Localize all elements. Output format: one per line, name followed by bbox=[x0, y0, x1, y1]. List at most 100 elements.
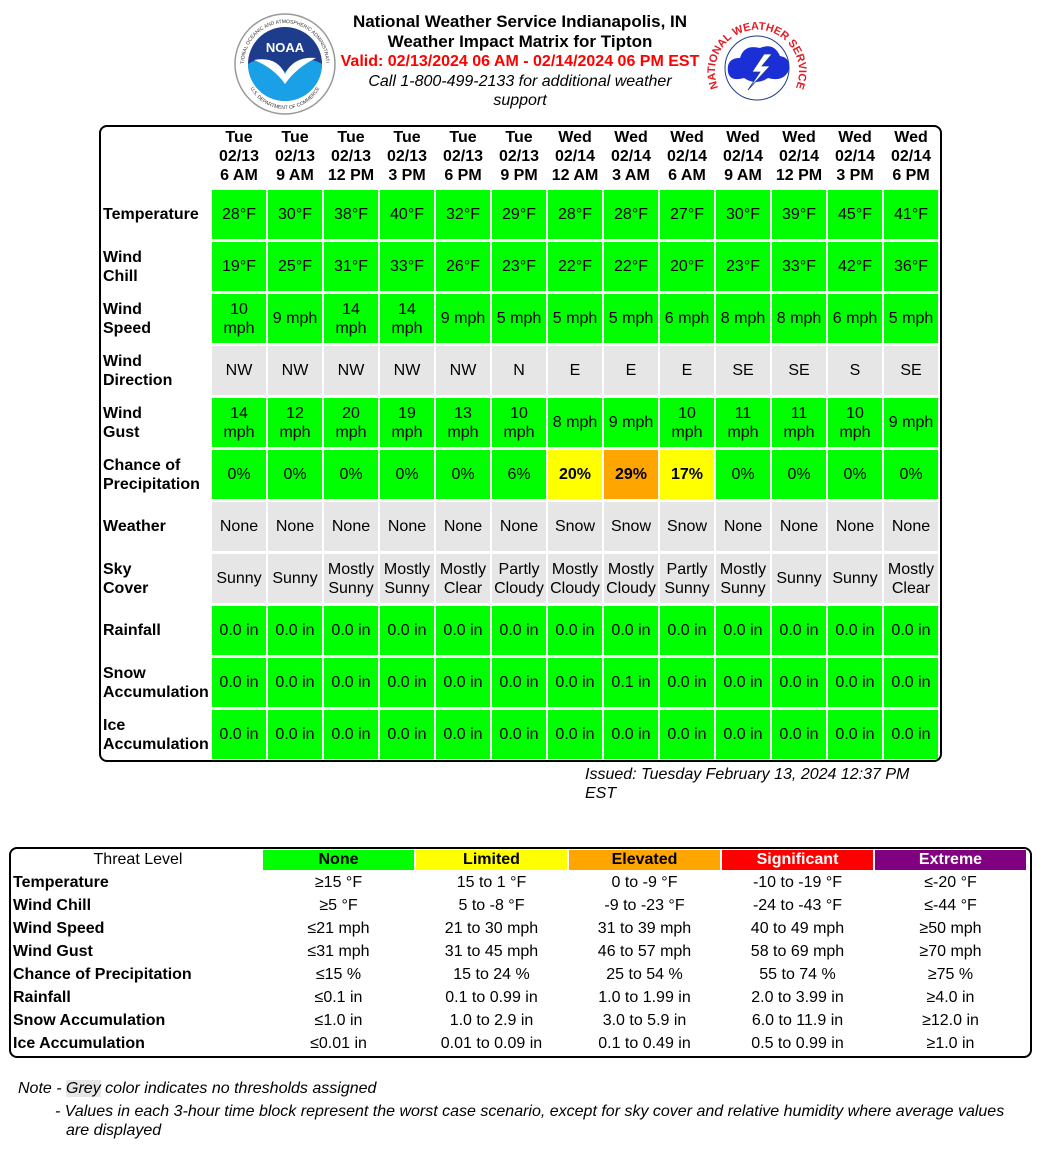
row-label-line: Snow bbox=[103, 664, 146, 682]
matrix-cell: 40°F bbox=[380, 190, 434, 239]
matrix-cell: 0% bbox=[884, 450, 938, 499]
legend-row-label: Chance of Precipitation bbox=[13, 966, 192, 983]
matrix-cell: 0.0 in bbox=[492, 710, 546, 759]
matrix-cell: 0.0 in bbox=[436, 658, 490, 707]
column-day: Wed bbox=[558, 129, 592, 146]
matrix-cell: 14 mph bbox=[212, 398, 266, 447]
matrix-cell: 0.0 in bbox=[324, 606, 378, 655]
matrix-cell: None bbox=[268, 502, 322, 551]
threshold: 5 to -8 °F bbox=[458, 897, 525, 914]
matrix-cell: 45°F bbox=[828, 190, 882, 239]
threshold: 15 to 1 °F bbox=[456, 874, 527, 891]
matrix-cell: 26°F bbox=[436, 242, 490, 291]
matrix-cell: 30°F bbox=[716, 190, 770, 239]
column-date: 02/13 bbox=[442, 148, 484, 165]
legend-row-label: Wind Speed bbox=[13, 920, 105, 937]
matrix-cell: SE bbox=[772, 346, 826, 395]
column-date: 02/13 bbox=[274, 148, 316, 165]
column-header: Tue 02/13 9 PM bbox=[492, 128, 546, 185]
matrix-cell: 29% bbox=[604, 450, 658, 499]
matrix-cell: 8 mph bbox=[772, 294, 826, 343]
matrix-cell: 5 mph bbox=[492, 294, 546, 343]
column-date: 02/14 bbox=[554, 148, 596, 165]
threshold: 31 to 45 mph bbox=[444, 943, 539, 960]
matrix-cell: 0.0 in bbox=[772, 710, 826, 759]
matrix-cell: None bbox=[212, 502, 266, 551]
column-time: 12 PM bbox=[327, 167, 375, 184]
note-suffix: color indicates no thresholds assigned bbox=[100, 1080, 377, 1097]
matrix-cell: E bbox=[548, 346, 602, 395]
matrix-cell: None bbox=[436, 502, 490, 551]
threat-level: None bbox=[263, 850, 414, 870]
matrix-cell: Sunny bbox=[268, 554, 322, 603]
matrix-cell: 32°F bbox=[436, 190, 490, 239]
threshold: 46 to 57 mph bbox=[597, 943, 692, 960]
matrix-cell: 0.0 in bbox=[884, 710, 938, 759]
threshold: 3.0 to 5.9 in bbox=[602, 1012, 687, 1029]
threshold: ≤31 mph bbox=[307, 943, 370, 960]
threshold: ≤15 % bbox=[315, 966, 362, 983]
matrix-cell: 0.0 in bbox=[884, 658, 938, 707]
row-label: Wind Direction bbox=[103, 346, 211, 395]
logo-label: NOAA bbox=[266, 40, 305, 55]
matrix-cell: 20 mph bbox=[324, 398, 378, 447]
matrix-cell: 19 mph bbox=[380, 398, 434, 447]
row-label: Temperature bbox=[103, 190, 211, 239]
matrix-cell: 6% bbox=[492, 450, 546, 499]
matrix-cell: NW bbox=[380, 346, 434, 395]
threshold: ≤-44 °F bbox=[924, 897, 977, 914]
matrix-cell: 11 mph bbox=[716, 398, 770, 447]
matrix-cell: None bbox=[716, 502, 770, 551]
threshold: ≤0.1 in bbox=[314, 989, 363, 1006]
matrix-cell: 0.0 in bbox=[772, 658, 826, 707]
logo-bolt bbox=[747, 53, 773, 91]
valid-range: Valid: 02/13/2024 06 AM - 02/14/2024 06 … bbox=[340, 53, 700, 70]
column-time: 9 PM bbox=[500, 167, 538, 184]
column-date: 02/14 bbox=[722, 148, 764, 165]
row-label-line: Speed bbox=[103, 319, 152, 337]
matrix-cell: 0% bbox=[380, 450, 434, 499]
matrix-cell: 20% bbox=[548, 450, 602, 499]
matrix-cell: 11 mph bbox=[772, 398, 826, 447]
row-label-line: Accumulation bbox=[103, 735, 209, 753]
matrix-cell: N bbox=[492, 346, 546, 395]
matrix-cell: Mostly Sunny bbox=[380, 554, 434, 603]
matrix-cell: 0.0 in bbox=[268, 658, 322, 707]
row-label-line: Chill bbox=[103, 267, 138, 285]
column-day: Wed bbox=[782, 129, 816, 146]
threshold: 0.5 to 0.99 in bbox=[751, 1035, 844, 1052]
matrix-cell: 0.1 in bbox=[604, 658, 658, 707]
threshold: ≤21 mph bbox=[307, 920, 370, 937]
matrix-cell: Mostly Cloudy bbox=[604, 554, 658, 603]
column-day: Tue bbox=[393, 129, 421, 146]
threshold: 6.0 to 11.9 in bbox=[751, 1012, 844, 1029]
matrix-cell: None bbox=[884, 502, 938, 551]
threshold: -9 to -23 °F bbox=[604, 897, 685, 914]
impact-matrix: Tue 02/13 6 AM Tue 02/13 9 AM Tue 02/13 12 PM Tue… bbox=[99, 125, 942, 762]
matrix-cell: 0.0 in bbox=[716, 710, 770, 759]
matrix-cell: 0.0 in bbox=[380, 710, 434, 759]
legend-row-label: Rainfall bbox=[13, 989, 71, 1006]
matrix-cell: 17% bbox=[660, 450, 714, 499]
issued: Issued: Tuesday February 13, 2024 12:37 … bbox=[585, 766, 910, 802]
column-day: Wed bbox=[614, 129, 648, 146]
header: National Weather Service Indianapolis, I… bbox=[330, 12, 710, 110]
matrix-cell: 6 mph bbox=[660, 294, 714, 343]
matrix-cell: 0.0 in bbox=[828, 658, 882, 707]
row-label: Wind Speed bbox=[103, 294, 211, 343]
matrix-cell: Mostly Clear bbox=[884, 554, 938, 603]
row-label-line: Wind bbox=[103, 404, 142, 422]
matrix-cell: 14 mph bbox=[324, 294, 378, 343]
threshold: ≤1.0 in bbox=[314, 1012, 363, 1029]
column-header: Wed 02/14 12 AM bbox=[548, 128, 602, 185]
matrix-cell: None bbox=[380, 502, 434, 551]
row-label-line: Accumulation bbox=[103, 683, 209, 701]
matrix-cell: Sunny bbox=[772, 554, 826, 603]
matrix-cell: None bbox=[492, 502, 546, 551]
matrix-cell: 0% bbox=[716, 450, 770, 499]
threshold: ≥75 % bbox=[927, 966, 974, 983]
matrix-cell: 29°F bbox=[492, 190, 546, 239]
matrix-cell: 38°F bbox=[324, 190, 378, 239]
matrix-cell: 0.0 in bbox=[604, 606, 658, 655]
matrix-cell: 22°F bbox=[604, 242, 658, 291]
